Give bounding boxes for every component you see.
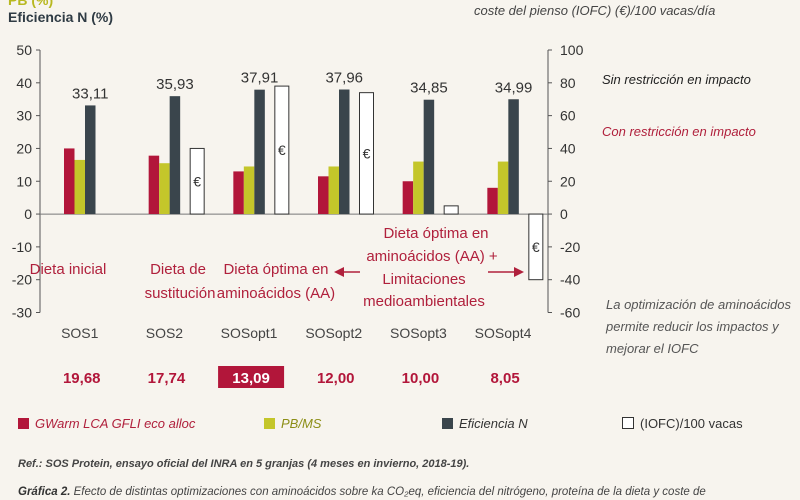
bar-iofc-SOSopt3 — [443, 205, 459, 215]
bar-gwarm-SOSopt2 — [318, 176, 329, 215]
gwarm-value-SOS1: 19,68 — [63, 370, 101, 387]
left-tick-label-5: 20 — [16, 140, 32, 156]
bar-efn-SOS1 — [85, 105, 96, 215]
figure-caption: Gráfica 2. Efecto de distintas optimizac… — [18, 486, 706, 498]
efn-value-label-SOSopt1: 37,91 — [241, 70, 279, 87]
left-tick-label-4: 10 — [16, 173, 32, 189]
right-tick-label-0: -60 — [560, 305, 580, 321]
x-tick-label-SOSopt3: SOSopt3 — [390, 325, 447, 341]
gwarm-value-SOSopt2: 12,00 — [317, 370, 355, 387]
legend-swatch-efn — [442, 418, 453, 429]
x-tick-label-SOSopt1: SOSopt1 — [221, 325, 278, 341]
label-con-restriccion: Con restricción en impacto — [602, 124, 756, 139]
left-tick-label-1: -20 — [12, 272, 32, 288]
legend-label-iofc: (IOFC)/100 vacas — [640, 416, 743, 431]
euro-sign-SOSopt2: € — [363, 145, 371, 161]
annotation-dieta-sustitucion-line2: sustitución — [145, 285, 216, 302]
right-tick-label-7: 80 — [560, 75, 576, 91]
bar-iofc-SOSopt1 — [274, 85, 290, 215]
bar-efn-SOSopt2 — [339, 89, 350, 215]
bar-gwarm-SOSopt4 — [487, 187, 498, 215]
bar-iofc-SOS2 — [189, 147, 205, 215]
annotation-opt-env-line3: Limitaciones — [382, 271, 465, 288]
right-tick-label-6: 60 — [560, 108, 576, 124]
efn-value-label-SOS2: 35,93 — [156, 76, 194, 93]
x-tick-label-SOSopt4: SOSopt4 — [475, 325, 532, 341]
legend-swatch-pbms — [264, 418, 275, 429]
annotation-arrow-left-head — [334, 267, 344, 277]
x-tick-label-SOSopt2: SOSopt2 — [305, 325, 362, 341]
efn-value-label-SOSopt2: 37,96 — [325, 70, 363, 87]
annotation-opt-env-line1: Dieta óptima en — [383, 225, 488, 242]
annotation-opt-env-line2: aminoácidos (AA) + — [366, 248, 498, 265]
caption-text: Efecto de distintas optimizaciones con a… — [73, 486, 706, 498]
euro-sign-SOSopt4: € — [532, 239, 540, 255]
legend-label-efn: Eficiencia N — [459, 416, 528, 431]
legend-label-gwarm: GWarm LCA GFLI eco alloc — [35, 416, 196, 431]
right-tick-label-3: 0 — [560, 206, 568, 222]
legend-pbms: PB/MS — [264, 416, 321, 431]
bar-pbms-SOS1 — [74, 159, 85, 215]
efn-value-label-SOS1: 33,11 — [72, 85, 108, 102]
bar-gwarm-SOSopt3 — [402, 181, 414, 215]
right-tick-label-2: -20 — [560, 239, 580, 255]
bar-iofc-SOSopt2 — [359, 92, 374, 215]
bar-efn-SOS2 — [169, 96, 181, 215]
left-tick-label-2: -10 — [12, 239, 32, 255]
euro-sign-SOS2: € — [193, 173, 201, 189]
right-tick-label-1: -40 — [560, 272, 580, 288]
bar-efn-SOSopt1 — [254, 89, 265, 215]
bar-gwarm-SOS2 — [148, 155, 160, 215]
bar-pbms-SOS2 — [159, 163, 170, 215]
gwarm-value-SOS2: 17,74 — [148, 370, 186, 387]
euro-sign-SOSopt1: € — [278, 142, 286, 158]
left-tick-label-0: -30 — [12, 305, 32, 321]
annotation-opt-aa-line1: Dieta óptima en — [223, 261, 328, 278]
gwarm-value-SOSopt3: 10,00 — [402, 370, 440, 387]
left-tick-label-8: 50 — [16, 42, 32, 58]
annotation-opt-aa-line2: aminoácidos (AA) — [217, 285, 335, 302]
bar-efn-SOSopt4 — [508, 99, 519, 215]
annotation-opt-env-line4: medioambientales — [363, 293, 485, 310]
x-tick-label-SOS1: SOS1 — [61, 325, 99, 341]
caption-label: Gráfica 2. — [18, 486, 71, 498]
reference-text: Ref.: SOS Protein, ensayo oficial del IN… — [18, 458, 470, 470]
left-axis-title-pb: PB (%) — [8, 0, 54, 8]
gwarm-value-SOSopt4: 8,05 — [490, 370, 519, 387]
right-tick-label-4: 20 — [560, 173, 576, 189]
left-tick-label-6: 30 — [16, 108, 32, 124]
bar-pbms-SOSopt3 — [413, 161, 424, 215]
gwarm-value-highlight-SOSopt1 — [218, 366, 285, 388]
legend-efn: Eficiencia N — [442, 416, 528, 431]
bar-efn-SOSopt3 — [423, 99, 435, 215]
chart-note: La optimización de aminoácidos permite r… — [606, 297, 791, 356]
right-axis-title: coste del pienso (IOFC) (€)/100 vacas/dí… — [474, 3, 716, 18]
bar-gwarm-SOS1 — [64, 148, 75, 215]
legend-swatch-iofc — [622, 417, 634, 429]
left-tick-label-7: 40 — [16, 75, 32, 91]
x-tick-label-SOS2: SOS2 — [146, 325, 184, 341]
bar-pbms-SOSopt4 — [497, 161, 509, 215]
right-tick-label-5: 40 — [560, 140, 576, 156]
right-tick-label-8: 100 — [560, 42, 584, 58]
legend-gwarm: GWarm LCA GFLI eco alloc — [18, 416, 195, 431]
efn-value-label-SOSopt3: 34,85 — [410, 80, 448, 97]
legend-iofc: (IOFC)/100 vacas — [622, 416, 743, 431]
efn-value-label-SOSopt4: 34,99 — [495, 79, 533, 96]
bar-pbms-SOSopt2 — [328, 166, 339, 215]
left-axis-title-efn: Eficiencia N (%) — [8, 9, 114, 25]
annotation-arrow-right-head — [514, 267, 524, 277]
bar-pbms-SOSopt1 — [243, 166, 255, 215]
gwarm-value-SOSopt1: 13,09 — [232, 370, 270, 387]
annotation-dieta-sustitucion-line1: Dieta de — [150, 261, 206, 278]
label-sin-restriccion: Sin restricción en impacto — [602, 72, 751, 87]
bar-iofc-SOSopt4 — [528, 213, 544, 281]
legend-label-pbms: PB/MS — [281, 416, 322, 431]
legend-swatch-gwarm — [18, 418, 29, 429]
annotation-dieta-inicial: Dieta inicial — [30, 261, 107, 278]
left-tick-label-3: 0 — [24, 206, 32, 222]
bar-gwarm-SOSopt1 — [233, 171, 244, 215]
